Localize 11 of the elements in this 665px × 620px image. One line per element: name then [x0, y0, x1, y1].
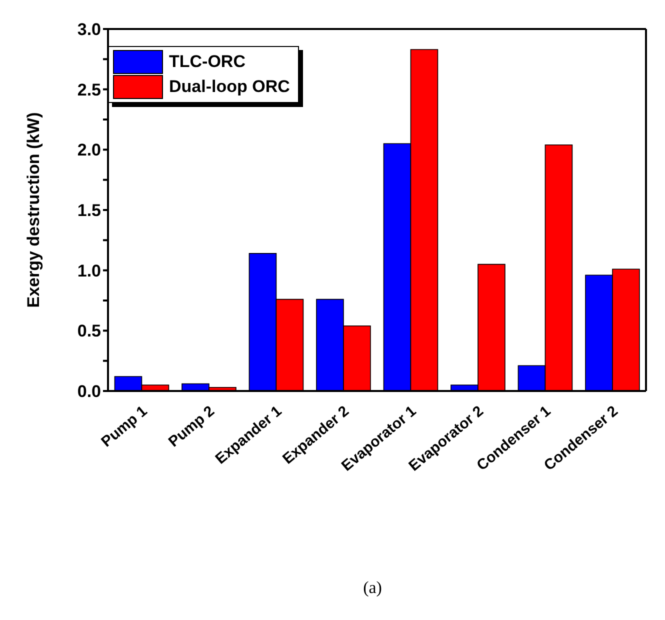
y-tick-label: 1.0 — [77, 261, 101, 280]
y-tick-label: 3.0 — [77, 20, 101, 40]
y-tick-label: 0.0 — [77, 382, 101, 402]
y-tick-label: 2.0 — [77, 140, 101, 160]
y-tick-label: 1.5 — [77, 201, 101, 220]
text: (a) — [362, 578, 383, 598]
y-tick-label: 2.5 — [77, 80, 101, 100]
y-tick-label: 0.5 — [77, 322, 101, 341]
legend-label: TLC-ORC — [169, 52, 246, 72]
legend-label: Dual-loop ORC — [169, 77, 290, 97]
y-axis-title: Exergy destruction (kW) — [24, 112, 44, 308]
